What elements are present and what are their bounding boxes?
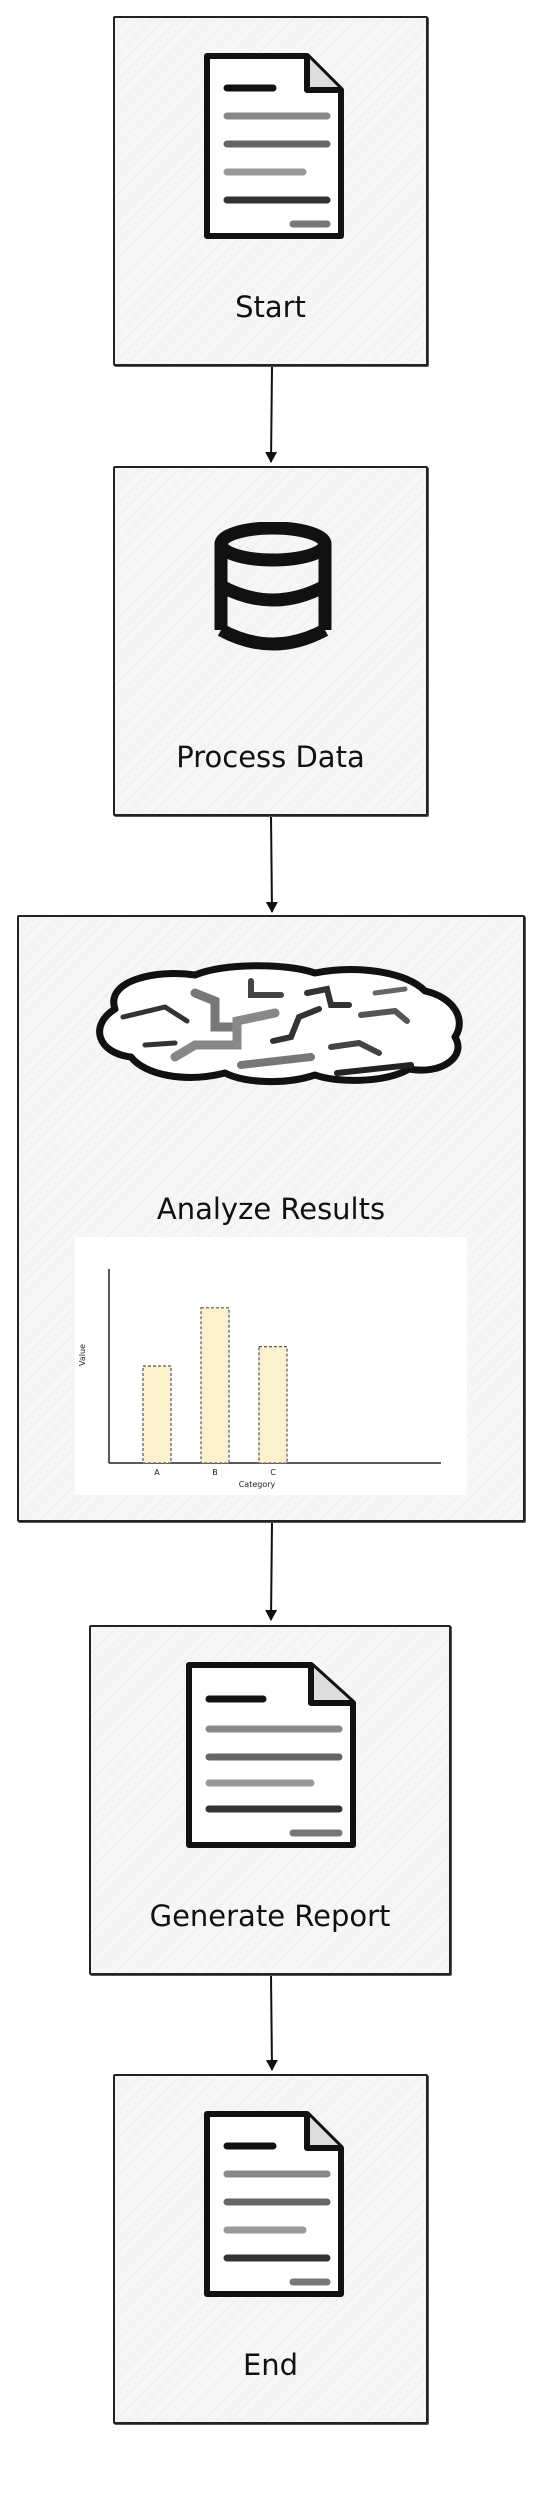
arrow-analyze-to-report bbox=[265, 1521, 278, 1621]
database-icon bbox=[214, 522, 332, 651]
bar-chart: A B C Category Value bbox=[78, 1269, 441, 1489]
x-tick-label: A bbox=[154, 1468, 160, 1477]
document-icon bbox=[186, 1662, 356, 1848]
process-data-label: Process Data bbox=[176, 740, 365, 774]
x-tick-label: B bbox=[212, 1468, 218, 1477]
x-tick-label: C bbox=[270, 1468, 276, 1477]
bar-c bbox=[258, 1345, 288, 1464]
generate-report-label: Generate Report bbox=[149, 1899, 391, 1933]
analyze-results-label: Analyze Results bbox=[156, 1192, 386, 1226]
chart-panel: A B C Category Value bbox=[75, 1237, 467, 1495]
bar-b bbox=[200, 1307, 230, 1464]
y-axis-label: Value bbox=[78, 1344, 87, 1366]
arrow-start-to-process bbox=[265, 366, 278, 463]
arrow-process-to-analyze bbox=[265, 814, 278, 913]
start-label: Start bbox=[235, 290, 306, 324]
document-icon bbox=[204, 2111, 344, 2297]
x-axis-label: Category bbox=[239, 1480, 276, 1489]
process-data-node: Process Data bbox=[113, 466, 428, 816]
document-icon bbox=[204, 53, 344, 239]
bar-a bbox=[142, 1365, 172, 1464]
brain-icon bbox=[96, 962, 463, 1085]
end-label: End bbox=[242, 2348, 299, 2382]
analyze-results-node: Analyze Results A B C Category Value bbox=[17, 915, 525, 1522]
arrow-report-to-end bbox=[265, 1974, 278, 2071]
generate-report-node: Generate Report bbox=[89, 1625, 451, 1975]
start-node: Start bbox=[113, 16, 428, 366]
end-node: End bbox=[113, 2074, 428, 2424]
